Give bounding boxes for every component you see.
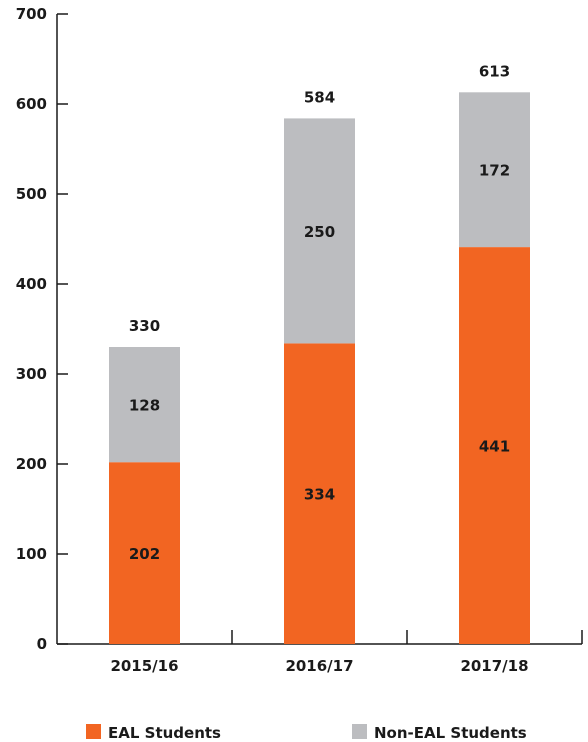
y-axis: 0 100 200 300 400 500 600 700: [16, 5, 68, 653]
bar-segment-eal: [109, 462, 180, 644]
bar-value-label: 334: [304, 486, 335, 504]
y-tick-label: 100: [16, 545, 47, 563]
bar-value-label: 441: [479, 438, 510, 456]
total-labels: 330 584 613: [129, 62, 510, 335]
y-tick-label: 400: [16, 275, 47, 293]
legend-label-non-eal: Non-EAL Students: [374, 724, 527, 742]
value-labels: 202 128 334 250 441 172: [129, 162, 510, 563]
x-tick-label: 2017/18: [460, 657, 528, 675]
x-tick-label: 2015/16: [110, 657, 178, 675]
bar-segment-eal: [284, 343, 355, 644]
legend: EAL Students Non-EAL Students: [86, 724, 527, 742]
y-tick-label: 300: [16, 365, 47, 383]
legend-swatch-non-eal: [352, 724, 367, 739]
bar-segment-non-eal: [284, 118, 355, 344]
y-tick-label: 200: [16, 455, 47, 473]
y-tick-label: 0: [37, 635, 47, 653]
y-tick-label: 600: [16, 95, 47, 113]
bar-value-label: 172: [479, 162, 510, 180]
legend-swatch-eal: [86, 724, 101, 739]
bar-total-label: 330: [129, 317, 160, 335]
bars: [109, 92, 530, 644]
bar-segment-eal: [459, 247, 530, 644]
bar-total-label: 613: [479, 62, 510, 80]
bar-value-label: 250: [304, 223, 335, 241]
legend-label-eal: EAL Students: [108, 724, 221, 742]
bar-segment-non-eal: [459, 92, 530, 248]
bar-value-label: 202: [129, 545, 160, 563]
y-tick-label: 500: [16, 185, 47, 203]
x-tick-label: 2016/17: [285, 657, 353, 675]
y-tick-label: 700: [16, 5, 47, 23]
bar-value-label: 128: [129, 397, 160, 415]
bar-segment-non-eal: [109, 347, 180, 463]
bar-total-label: 584: [304, 88, 335, 106]
